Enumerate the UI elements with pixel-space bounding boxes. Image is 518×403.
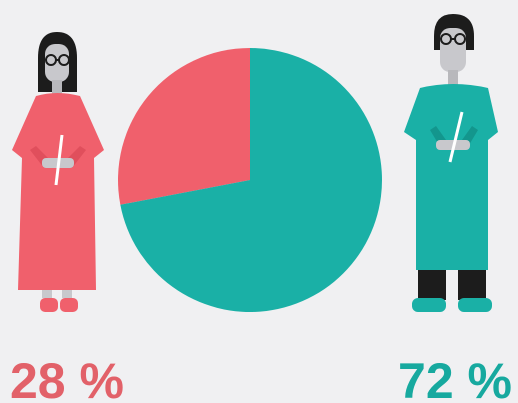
pie bbox=[118, 48, 382, 312]
left-percentage: 28 % bbox=[10, 353, 124, 403]
right-percentage: 72 % bbox=[398, 353, 512, 403]
infographic: 28 % 72 % bbox=[0, 0, 518, 403]
